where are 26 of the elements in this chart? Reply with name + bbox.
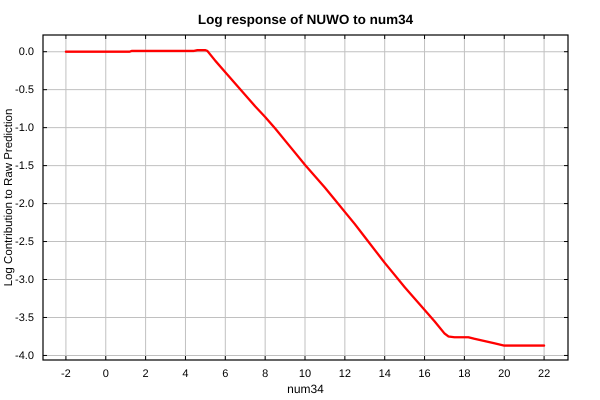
x-tick-label: 10 bbox=[298, 368, 312, 380]
y-tick-label: -1.0 bbox=[15, 122, 34, 134]
x-tick-label: 2 bbox=[142, 368, 149, 380]
y-tick-label: -2.5 bbox=[15, 236, 34, 248]
chart-title: Log response of NUWO to num34 bbox=[198, 12, 414, 27]
y-tick-label: 0.0 bbox=[18, 46, 34, 58]
x-axis-title: num34 bbox=[287, 382, 324, 396]
x-tick-label: 0 bbox=[102, 368, 109, 380]
y-tick-label: -1.5 bbox=[15, 160, 34, 172]
x-tick-label: 14 bbox=[378, 368, 391, 380]
y-tick-label: -2.0 bbox=[15, 198, 34, 210]
x-tick-label: 8 bbox=[262, 368, 268, 380]
x-tick-label: 22 bbox=[538, 368, 550, 380]
line-series bbox=[64, 49, 546, 347]
x-tick-label: 20 bbox=[498, 368, 510, 380]
y-axis-title: Log Contribution to Raw Prediction bbox=[3, 108, 15, 286]
y-tick-label: -0.5 bbox=[15, 84, 34, 96]
y-tick-label: -3.0 bbox=[15, 274, 34, 286]
x-tick-label: -2 bbox=[61, 368, 71, 380]
x-tick-label: 12 bbox=[338, 368, 351, 380]
x-tick-label: 16 bbox=[418, 368, 431, 380]
x-tick-label: 6 bbox=[222, 368, 228, 380]
x-tick-label: 18 bbox=[458, 368, 471, 380]
y-tick-label: -3.5 bbox=[15, 312, 34, 324]
x-tick-label: 4 bbox=[182, 368, 189, 380]
y-tick-label: -4.0 bbox=[15, 350, 34, 362]
